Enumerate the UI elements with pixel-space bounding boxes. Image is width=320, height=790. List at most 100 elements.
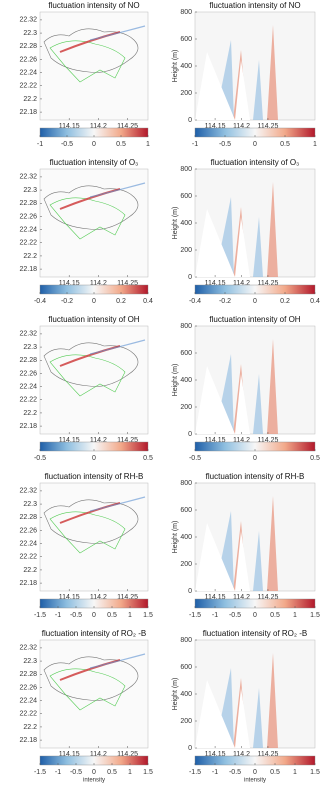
x-tick-label: 114.2 bbox=[233, 594, 250, 601]
y-tick-label: 800 bbox=[180, 323, 192, 330]
x-tick-label: 114.25 bbox=[117, 123, 138, 130]
y-tick-label: 600 bbox=[180, 193, 192, 200]
y-tick-label: 0 bbox=[188, 588, 192, 595]
x-tick-label: 114.2 bbox=[90, 437, 107, 444]
x-tick-label: 114.2 bbox=[90, 280, 107, 287]
y-tick-label: 22.2 bbox=[23, 253, 37, 260]
colorbar-tick-label: -0.5 bbox=[70, 769, 82, 776]
district-outline bbox=[49, 197, 126, 240]
x-tick-label: 114.2 bbox=[233, 123, 250, 130]
y-tick-label: 22.24 bbox=[19, 69, 37, 76]
panel-title: fluctuation intensity of RO₂ -B bbox=[42, 629, 146, 638]
y-tick-label: 22.2 bbox=[23, 410, 37, 417]
x-tick-label: 114.25 bbox=[258, 280, 279, 287]
y-tick-label: 200 bbox=[180, 718, 192, 725]
x-tick-label: 114.15 bbox=[59, 594, 80, 601]
colorbar-tick-label: 1 bbox=[128, 612, 132, 619]
y-tick-label: 22.18 bbox=[19, 423, 37, 430]
colorbar-tick-label: 0.5 bbox=[116, 141, 126, 148]
colorbar-tick-label: -1.5 bbox=[189, 769, 201, 776]
y-tick-label: 22.3 bbox=[23, 187, 37, 194]
y-tick-label: 22.24 bbox=[19, 383, 37, 390]
colorbar-tick-label: -0.2 bbox=[61, 298, 73, 305]
x-tick-label: 114.25 bbox=[117, 594, 138, 601]
streak-blue bbox=[89, 339, 146, 355]
colorbar-tick-label: -0.4 bbox=[189, 298, 201, 305]
streak-blue bbox=[89, 496, 146, 512]
colorbar-tick-label: -0.5 bbox=[70, 612, 82, 619]
colorbar-tick-label: 0 bbox=[92, 455, 96, 462]
coast-outline bbox=[43, 656, 139, 701]
y-tick-label: 22.32 bbox=[19, 17, 37, 24]
colorbar-label: intensity bbox=[244, 778, 266, 784]
y-tick-label: 22.26 bbox=[19, 370, 37, 377]
colorbar-tick-label: 1.5 bbox=[310, 612, 320, 619]
coast-outline bbox=[43, 342, 139, 387]
panel-title: fluctuation intensity of NO bbox=[48, 1, 139, 10]
x-tick-label: 114.2 bbox=[90, 751, 107, 758]
colorbar-label: intensity bbox=[83, 778, 105, 784]
colorbar-tick-label: 1 bbox=[146, 141, 150, 148]
y-tick-label: 600 bbox=[180, 664, 192, 671]
y-tick-label: 22.2 bbox=[23, 724, 37, 731]
x-tick-label: 114.15 bbox=[59, 751, 80, 758]
colorbar-tick-label: 0.4 bbox=[310, 298, 320, 305]
colorbar-tick-label: 0.5 bbox=[107, 769, 117, 776]
streak-blue bbox=[89, 25, 146, 41]
colorbar-tick-label: 0.5 bbox=[107, 612, 117, 619]
y-tick-label: 800 bbox=[180, 9, 192, 16]
plot-area bbox=[39, 168, 149, 278]
x-tick-label: 114.15 bbox=[205, 123, 226, 130]
colorbar-tick-label: -1 bbox=[55, 769, 61, 776]
y-axis-label: Height (m) bbox=[172, 50, 179, 83]
x-tick-label: 114.25 bbox=[117, 280, 138, 287]
y-tick-label: 22.22 bbox=[19, 83, 37, 90]
colorbar-tick-label: -1 bbox=[192, 141, 198, 148]
district-outline bbox=[49, 511, 126, 554]
colorbar-tick-label: 0 bbox=[92, 612, 96, 619]
y-tick-label: 22.28 bbox=[19, 671, 37, 678]
colorbar-tick-label: 0.5 bbox=[143, 455, 153, 462]
y-tick-label: 800 bbox=[180, 480, 192, 487]
colorbar-tick-label: 1 bbox=[128, 769, 132, 776]
streak-blue bbox=[89, 182, 146, 198]
y-tick-label: 22.26 bbox=[19, 684, 37, 691]
x-tick-label: 114.25 bbox=[117, 751, 138, 758]
colorbar-tick-label: 0 bbox=[253, 455, 257, 462]
colorbar-tick-label: -1.5 bbox=[34, 769, 46, 776]
panel-title: fluctuation intensity of RH-B bbox=[45, 472, 144, 481]
field-blue bbox=[215, 40, 263, 120]
y-tick-label: 0 bbox=[188, 274, 192, 281]
terrain bbox=[195, 366, 275, 434]
y-tick-label: 0 bbox=[188, 745, 192, 752]
colorbar-tick-label: -1.5 bbox=[34, 612, 46, 619]
y-tick-label: 22.28 bbox=[19, 357, 37, 364]
colorbar-tick-label: 0 bbox=[92, 141, 96, 148]
y-tick-label: 22.28 bbox=[19, 200, 37, 207]
x-tick-label: 114.25 bbox=[258, 751, 279, 758]
colorbar-tick-label: 0.2 bbox=[116, 298, 126, 305]
y-tick-label: 22.28 bbox=[19, 514, 37, 521]
y-tick-label: 22.32 bbox=[19, 488, 37, 495]
colorbar-tick-label: -1.5 bbox=[189, 612, 201, 619]
y-tick-label: 600 bbox=[180, 507, 192, 514]
colorbar-tick-label: 1 bbox=[293, 769, 297, 776]
y-tick-label: 22.26 bbox=[19, 527, 37, 534]
y-tick-label: 22.22 bbox=[19, 240, 37, 247]
colorbar-tick-label: -0.4 bbox=[34, 298, 46, 305]
panel-title: fluctuation intensity of OH bbox=[209, 315, 300, 324]
x-tick-label: 114.2 bbox=[90, 594, 107, 601]
x-tick-label: 114.2 bbox=[90, 123, 107, 130]
y-tick-label: 22.22 bbox=[19, 554, 37, 561]
district-outline bbox=[49, 40, 126, 83]
field-blue bbox=[215, 511, 263, 591]
y-tick-label: 22.24 bbox=[19, 697, 37, 704]
x-tick-label: 114.15 bbox=[205, 594, 226, 601]
x-tick-label: 114.2 bbox=[233, 437, 250, 444]
y-tick-label: 22.3 bbox=[23, 658, 37, 665]
y-axis-label: Height (m) bbox=[172, 364, 179, 397]
terrain bbox=[195, 209, 275, 277]
x-tick-label: 114.15 bbox=[59, 437, 80, 444]
district-outline bbox=[49, 668, 126, 711]
x-tick-label: 114.25 bbox=[117, 437, 138, 444]
